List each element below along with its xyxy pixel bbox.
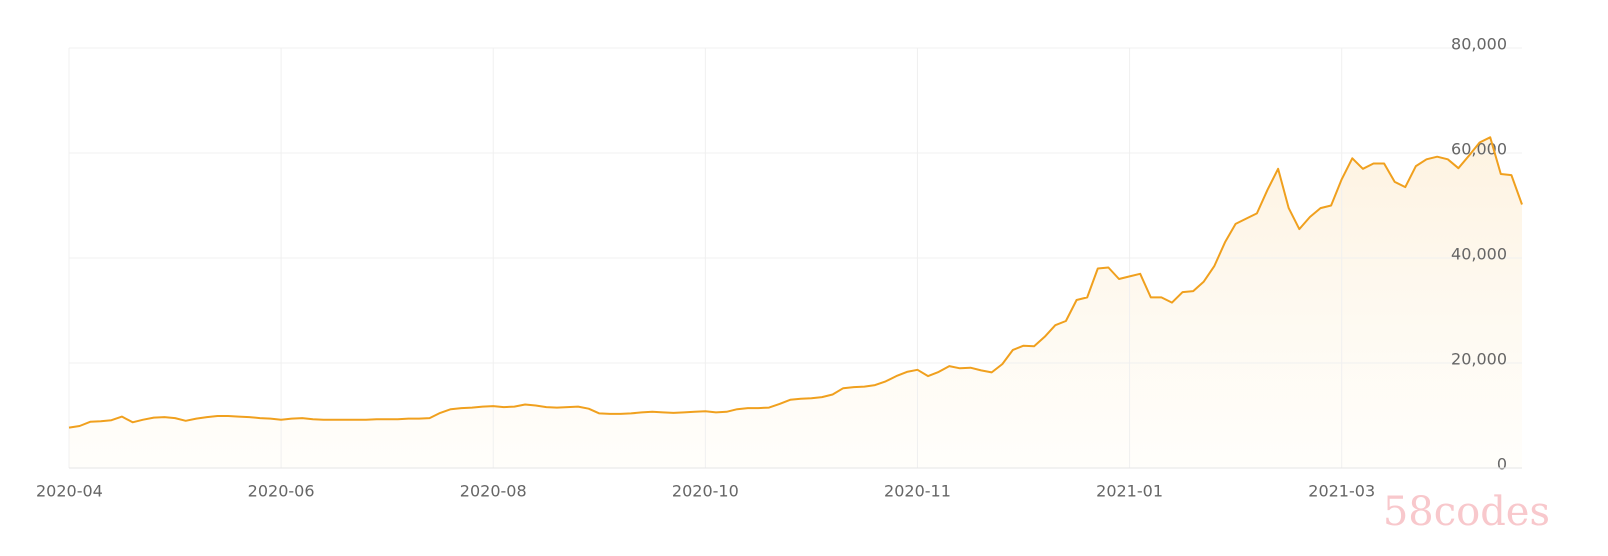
x-tick-label: 2021-01 (1096, 482, 1163, 501)
area (69, 137, 1522, 469)
x-tick-label: 2020-04 (36, 482, 103, 501)
x-tick-label: 2020-08 (460, 482, 527, 501)
price-line (68, 136, 1523, 429)
x-tick-label: 2020-06 (248, 482, 315, 501)
x-tick-label: 2020-10 (672, 482, 739, 501)
y-tick-label: 80,000 (1451, 35, 1507, 54)
watermark: 58codes (1383, 489, 1550, 535)
y-tick-label: 20,000 (1451, 350, 1507, 369)
y-tick-label: 40,000 (1451, 245, 1507, 264)
x-tick-label: 2020-11 (884, 482, 951, 501)
x-tick-label: 2021-03 (1308, 482, 1375, 501)
y-tick-label: 0 (1497, 455, 1507, 474)
